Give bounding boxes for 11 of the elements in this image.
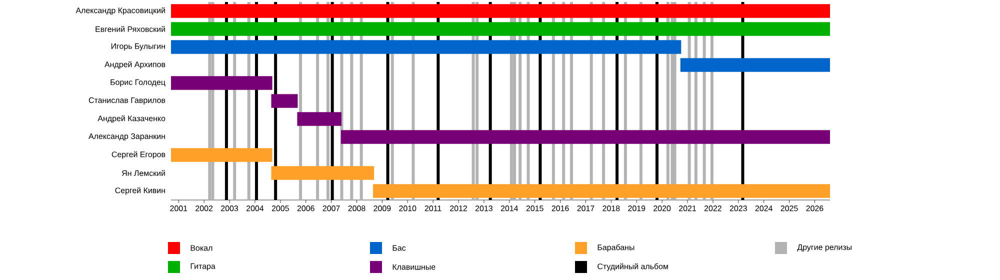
bar [271,166,374,180]
bar [171,76,272,90]
bar [373,184,830,198]
bar [297,112,342,126]
bar [171,148,272,162]
bar [171,40,682,54]
bar [271,94,298,108]
bar [680,58,830,72]
bar [340,130,830,144]
bar [171,22,830,36]
bar [171,4,830,18]
